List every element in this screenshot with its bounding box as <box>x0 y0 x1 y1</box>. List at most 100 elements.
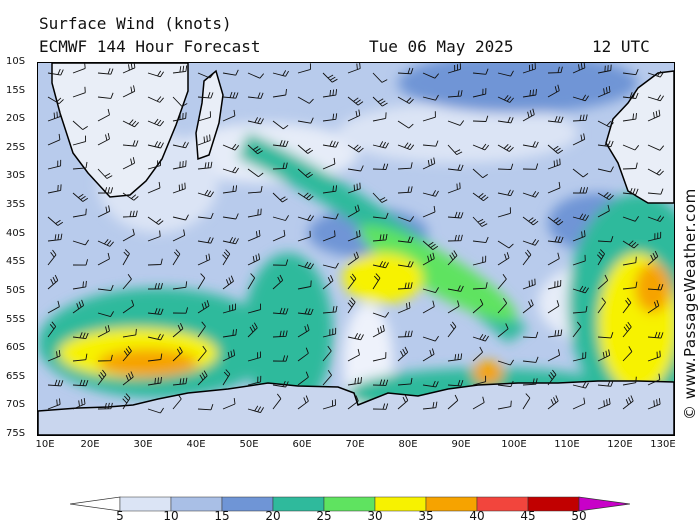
wind-barb <box>647 250 659 266</box>
wind-barb <box>547 395 559 410</box>
wind-barb <box>322 157 336 170</box>
lat-label: 55S <box>6 313 26 325</box>
wind-barb <box>197 370 208 386</box>
wind-barb <box>222 249 231 266</box>
forecast-time: 12 UTC <box>592 37 650 56</box>
wind-barb <box>247 253 261 266</box>
wind-barb <box>647 109 661 122</box>
wind-barb <box>172 141 189 149</box>
wind-barb <box>72 379 89 387</box>
wind-barb <box>447 63 461 74</box>
wind-barb <box>172 96 188 107</box>
wind-barb <box>197 161 213 170</box>
wind-barb <box>47 216 64 226</box>
wind-barb <box>222 213 239 220</box>
wind-barb <box>222 349 236 362</box>
wind-barb <box>622 297 632 314</box>
wind-barb <box>422 111 436 122</box>
wind-barb <box>597 398 611 410</box>
wind-barb <box>647 398 661 410</box>
land-masses <box>38 63 674 435</box>
wind-barb <box>297 324 310 338</box>
wind-barb <box>597 297 606 314</box>
wind-barb <box>372 72 388 83</box>
wind-barb <box>622 321 632 338</box>
lat-label: 20S <box>6 113 26 125</box>
wind-barb <box>172 249 181 266</box>
wind-barb <box>297 261 314 270</box>
wind-barb <box>547 144 564 154</box>
wind-barb <box>347 395 359 410</box>
wind-barb <box>647 94 664 102</box>
wind-barb <box>97 311 114 318</box>
wind-barb <box>222 275 234 290</box>
wind-barb <box>122 85 136 98</box>
wind-barb <box>372 260 389 269</box>
wind-barb <box>447 250 458 266</box>
wind-barb <box>172 214 189 221</box>
wind-barb <box>122 345 132 362</box>
wind-barb <box>447 321 457 338</box>
wind-barb <box>647 350 661 362</box>
wind-barb <box>647 168 664 176</box>
wind-barb <box>447 300 460 314</box>
lat-label: 65S <box>6 370 26 382</box>
wind-barb <box>247 186 263 194</box>
wind-barb <box>397 186 413 194</box>
wind-barb <box>222 91 239 99</box>
wind-barb <box>422 240 439 250</box>
wind-barb <box>647 144 665 151</box>
lat-label: 10S <box>6 56 26 67</box>
wind-barb <box>147 216 164 225</box>
wind-barb <box>572 397 586 410</box>
wind-barb <box>347 63 361 74</box>
wind-barb <box>47 184 62 194</box>
wind-barb <box>497 400 512 410</box>
lat-label: 50S <box>6 284 26 296</box>
wind-barb <box>397 346 409 362</box>
wind-barb <box>497 207 511 218</box>
wind-barb <box>272 380 289 388</box>
wind-barb <box>47 110 61 122</box>
wind-barb <box>322 305 338 314</box>
wind-barb <box>497 323 509 338</box>
wind-barb <box>647 215 665 222</box>
wind-barb <box>347 165 364 172</box>
wind-barb <box>47 398 61 410</box>
colorbar-max-arrow <box>578 496 630 512</box>
wind-barb <box>447 211 464 219</box>
wind-barb <box>422 348 435 362</box>
wind-barb <box>547 329 563 338</box>
wind-barb <box>147 230 161 242</box>
wind-barb <box>397 120 414 129</box>
wind-barb <box>72 161 88 170</box>
wind-barb <box>247 405 264 414</box>
wind-barb <box>422 252 435 266</box>
wind-barb <box>72 239 89 246</box>
wind-barb <box>97 133 110 146</box>
wind-barb <box>272 229 286 242</box>
wind-barb <box>547 115 564 123</box>
wind-barb <box>447 379 464 387</box>
wind-barb <box>147 181 161 194</box>
colorbar-label: 40 <box>469 509 485 523</box>
wind-barb <box>122 273 132 290</box>
wind-barb <box>347 332 364 341</box>
wind-barb <box>397 394 409 410</box>
wind-barb <box>297 63 311 74</box>
wind-barb <box>72 299 85 314</box>
wind-barb <box>197 345 207 362</box>
wind-barb <box>97 68 114 75</box>
wind-barb <box>622 69 639 76</box>
wind-barb <box>272 307 289 315</box>
wind-barb <box>347 348 360 362</box>
wind-barb <box>522 239 539 246</box>
wind-barb <box>397 377 413 386</box>
wind-barb <box>347 230 361 242</box>
wind-barb <box>447 234 463 242</box>
wind-barb <box>97 168 113 179</box>
colorbar-label: 45 <box>520 509 536 523</box>
wind-barb <box>622 162 638 170</box>
lon-label: 40E <box>186 439 206 450</box>
wind-barb <box>247 168 264 178</box>
